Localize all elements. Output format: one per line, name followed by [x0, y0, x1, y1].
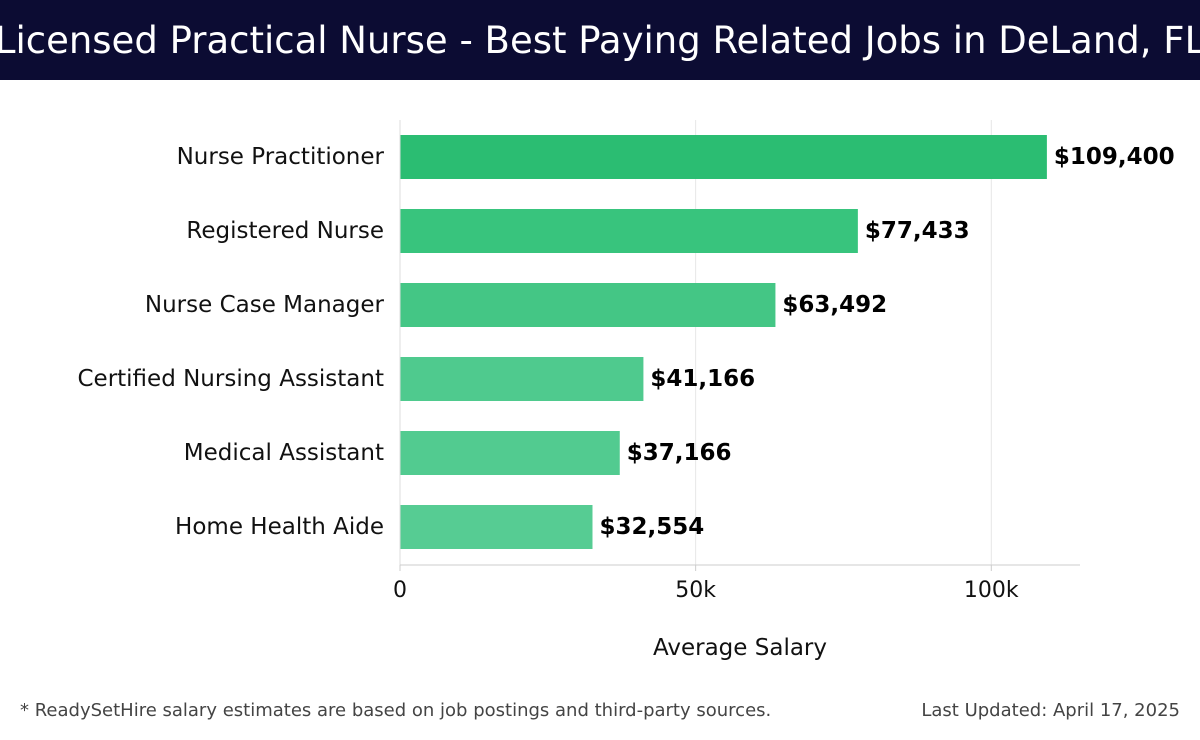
bar [400, 135, 1047, 179]
x-axis-title: Average Salary [653, 635, 827, 661]
grid-layer [695, 120, 992, 565]
value-label: $37,166 [627, 440, 732, 466]
footer-note: * ReadySetHire salary estimates are base… [20, 700, 772, 721]
x-tick-label: 0 [393, 578, 407, 603]
value-label: $41,166 [650, 366, 755, 392]
category-label: Nurse Case Manager [145, 292, 385, 318]
bar [400, 357, 644, 401]
bar-layer [400, 135, 1047, 549]
value-label: $32,554 [599, 514, 704, 540]
category-label: Registered Nurse [186, 218, 384, 244]
bar [400, 209, 858, 253]
label-layer: Nurse Practitioner $109,400 Registered Nur… [77, 144, 1174, 661]
bar [400, 431, 620, 475]
bar [400, 283, 776, 327]
x-tick-label: 100k [964, 578, 1019, 603]
category-label: Nurse Practitioner [177, 144, 385, 170]
category-label: Medical Assistant [184, 440, 384, 466]
salary-bar-chart: Nurse Practitioner $109,400 Registered Nur… [77, 120, 1175, 661]
axis-layer [399, 120, 1080, 571]
page-title: Licensed Practical Nurse - Best Paying R… [0, 18, 1200, 62]
value-label: $77,433 [865, 218, 970, 244]
footer-updated: Last Updated: April 17, 2025 [921, 700, 1180, 721]
value-label: $63,492 [782, 292, 887, 318]
title-bar: Licensed Practical Nurse - Best Paying R… [0, 0, 1200, 80]
category-label: Certified Nursing Assistant [77, 366, 384, 392]
category-label: Home Health Aide [175, 514, 384, 540]
value-label: $109,400 [1054, 144, 1175, 170]
x-tick-label: 50k [675, 578, 716, 603]
bar [400, 505, 593, 549]
